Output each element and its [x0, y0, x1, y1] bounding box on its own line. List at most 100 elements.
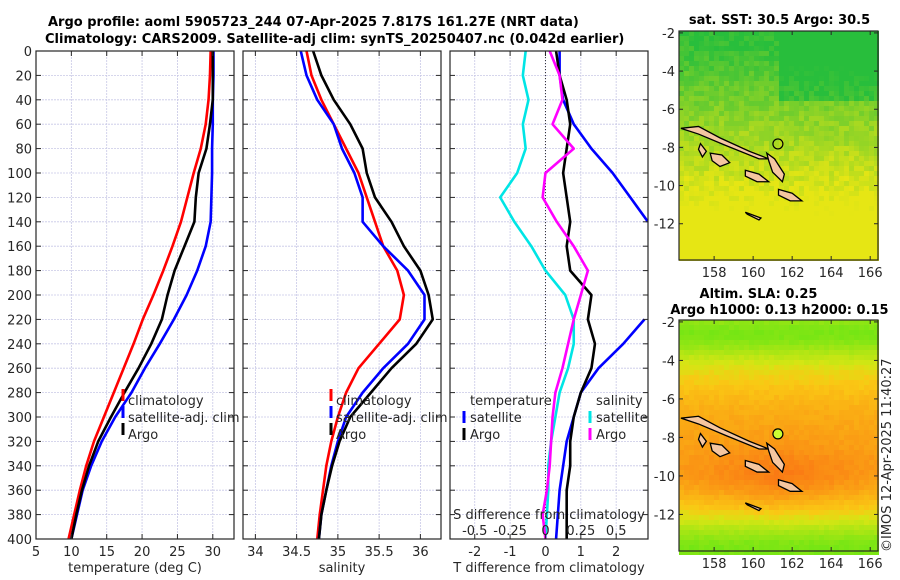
map-cell [734, 51, 739, 56]
map-cell [779, 345, 784, 350]
map-cell [709, 520, 714, 525]
map-cell [874, 31, 879, 36]
map-cell [694, 151, 699, 156]
map-cell [804, 400, 809, 405]
map-cell [814, 141, 819, 146]
map-cell [844, 111, 849, 116]
map-cell [749, 510, 754, 515]
map-cell [829, 91, 834, 96]
map-cell [684, 166, 689, 171]
map-cell [714, 335, 719, 340]
map-cell [699, 101, 704, 106]
map-cell [749, 545, 754, 550]
map-cell [784, 440, 789, 445]
map-cell [864, 191, 869, 196]
map-cell [849, 251, 854, 256]
map-cell [804, 545, 809, 550]
map-cell [839, 325, 844, 330]
map-cell [854, 176, 859, 181]
map-cell [714, 46, 719, 51]
map-cell [799, 231, 804, 236]
map-cell [839, 176, 844, 181]
map-cell [849, 156, 854, 161]
map-cell [799, 121, 804, 126]
map-cell [834, 435, 839, 440]
map-cell [779, 131, 784, 136]
map-cell [854, 116, 859, 121]
map-cell [849, 51, 854, 56]
map-cell [789, 320, 794, 325]
map-cell [799, 161, 804, 166]
map-cell [789, 251, 794, 256]
map-cell [704, 345, 709, 350]
map-cell [699, 236, 704, 241]
map-cell [864, 480, 869, 485]
map-cell [854, 420, 859, 425]
map-cell [789, 535, 794, 540]
map-cell [679, 520, 684, 525]
map-cell [779, 400, 784, 405]
map-cell [869, 470, 874, 475]
map-cell [684, 350, 689, 355]
map-cell [734, 31, 739, 36]
map-cell [854, 545, 859, 550]
map-cell [694, 191, 699, 196]
map-cell [764, 186, 769, 191]
map-cell [744, 445, 749, 450]
map-cell [749, 201, 754, 206]
map-cell [694, 325, 699, 330]
map-cell [864, 500, 869, 505]
map-cell [804, 520, 809, 525]
map-cell [774, 41, 779, 46]
map-cell [874, 121, 879, 126]
map-cell [874, 535, 879, 540]
map-cell [819, 151, 824, 156]
map-cell [834, 96, 839, 101]
map-cell [679, 156, 684, 161]
map-cell [869, 320, 874, 325]
map-cell [729, 385, 734, 390]
map-cell [839, 256, 844, 261]
map-cell [684, 91, 689, 96]
map-cell [789, 330, 794, 335]
map-cell [819, 206, 824, 211]
map-cell [839, 540, 844, 545]
map-cell [689, 465, 694, 470]
map-cell [829, 385, 834, 390]
map-cell [834, 181, 839, 186]
map-cell [764, 71, 769, 76]
map-cell [739, 350, 744, 355]
map-cell [684, 340, 689, 345]
map-cell [874, 126, 879, 131]
map-cell [754, 385, 759, 390]
map-cell [854, 450, 859, 455]
profile-panel-temperature: 5 10 15 20 25 3002040608010012014016018020022… [7, 45, 239, 576]
map-cell [714, 106, 719, 111]
map-cell [684, 380, 689, 385]
map-cell [699, 136, 704, 141]
map-cell [829, 161, 834, 166]
map-cell [809, 330, 814, 335]
map-cell [744, 166, 749, 171]
map-cell [784, 111, 789, 116]
map-cell [719, 510, 724, 515]
map-cell [729, 171, 734, 176]
map-cell [824, 76, 829, 81]
map-cell [739, 495, 744, 500]
map-cell [799, 335, 804, 340]
map-cell [724, 550, 729, 555]
map-cell [714, 51, 719, 56]
map-cell [844, 415, 849, 420]
map-cell [869, 365, 874, 370]
map-cell [824, 415, 829, 420]
map-cell [839, 201, 844, 206]
map-cell [814, 485, 819, 490]
map-cell [799, 81, 804, 86]
map-cell [769, 221, 774, 226]
map-cell [814, 425, 819, 430]
map-cell [699, 485, 704, 490]
map-cell [679, 81, 684, 86]
map-cell [724, 226, 729, 231]
map-cell [849, 96, 854, 101]
map-cell [874, 390, 879, 395]
